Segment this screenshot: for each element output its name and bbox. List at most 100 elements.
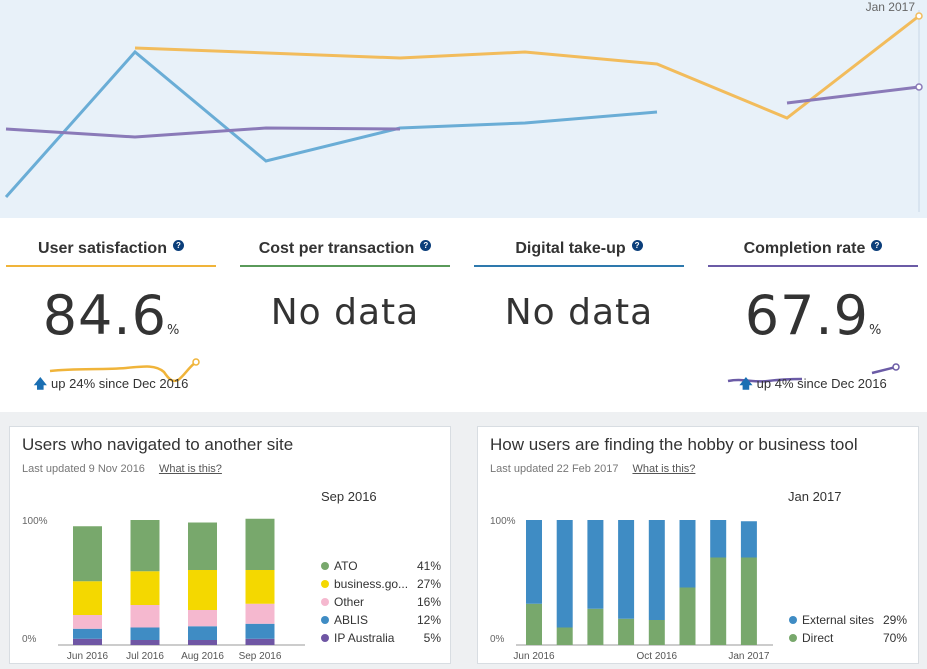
legend-percent: 27% <box>416 577 441 591</box>
bar-segment[interactable] <box>73 615 102 629</box>
stacked-bar-chart-destinations: 100% 0% Jun 2016 Jul 2016 Aug 2016 Sep 2016 <box>22 516 305 662</box>
legend-month: Jan 2017 <box>788 489 842 504</box>
bar-segment[interactable] <box>245 570 275 604</box>
x-tick-label: Jun 2016 <box>513 651 555 662</box>
y-axis-max-label: 100% <box>490 516 516 527</box>
help-icon[interactable]: ? <box>172 240 184 251</box>
y-axis-min-label: 0% <box>490 634 505 645</box>
legend-item[interactable]: ATO 41% <box>321 557 441 575</box>
trend-line-purple <box>786 85 920 105</box>
bar-segment[interactable] <box>245 518 275 570</box>
metric-title: Completion rate? <box>708 240 918 265</box>
x-tick-label: Aug 2016 <box>181 651 224 662</box>
legend-percent: 5% <box>423 631 441 645</box>
x-tick-label: Jun 2016 <box>67 651 109 662</box>
bar-segment[interactable] <box>618 618 635 645</box>
bar-segment[interactable] <box>130 520 160 572</box>
legend-item[interactable]: IP Australia 5% <box>321 629 441 647</box>
bar-segment[interactable] <box>710 520 727 558</box>
metric-cost-per-transaction[interactable]: Cost per transaction? No data <box>240 240 450 400</box>
metric-value: 84.6% <box>42 284 180 347</box>
x-tick-label: Sep 2016 <box>239 651 282 662</box>
bar-segment[interactable] <box>245 623 275 639</box>
panel-navigated-another-site: Users who navigated to another site Last… <box>9 426 451 664</box>
panel-how-users-finding: How users are finding the hobby or busin… <box>477 426 919 664</box>
x-tick-label: Jul 2016 <box>126 651 164 662</box>
bar-segment[interactable] <box>130 640 160 645</box>
legend-dot-icon <box>321 598 329 606</box>
legend-item[interactable]: External sites 29% <box>789 611 907 629</box>
help-icon[interactable]: ? <box>420 240 432 251</box>
y-axis-max-label: 100% <box>22 516 48 527</box>
bar-segment[interactable] <box>679 520 696 588</box>
legend-dot-icon <box>321 580 329 588</box>
bar-segment[interactable] <box>587 608 604 645</box>
legend-dot-icon <box>321 634 329 642</box>
bar-segment[interactable] <box>188 570 217 610</box>
bar-segment[interactable] <box>526 520 542 604</box>
bar-segment[interactable] <box>73 628 102 639</box>
bar-segment[interactable] <box>710 557 727 646</box>
bar-segment[interactable] <box>188 640 217 645</box>
help-icon[interactable]: ? <box>871 240 883 251</box>
legend-label: IP Australia <box>334 631 395 645</box>
legend-percent: 16% <box>416 595 441 609</box>
bar-segment[interactable] <box>740 557 757 646</box>
what-is-this-link[interactable]: What is this? <box>632 463 696 475</box>
last-updated: Last updated 9 Nov 2016 <box>22 463 145 475</box>
bar-segment[interactable] <box>556 520 573 628</box>
bar-segment[interactable] <box>740 521 757 558</box>
what-is-this-link[interactable]: What is this? <box>158 463 222 475</box>
bar-segment[interactable] <box>188 610 217 627</box>
metric-rule <box>240 265 450 267</box>
metric-delta: 🡅 up 4% since Dec 2016 <box>739 376 887 391</box>
bar-segment[interactable] <box>188 626 217 640</box>
last-updated: Last updated 22 Feb 2017 <box>490 463 619 475</box>
metric-completion-rate[interactable]: Completion rate? 67.9% 🡅 up 4% since Dec … <box>708 240 918 400</box>
x-tick-label: Jan 2017 <box>728 651 770 662</box>
legend-dot-icon <box>789 616 797 624</box>
bar-segment[interactable] <box>245 603 275 624</box>
bar-segment[interactable] <box>73 526 102 582</box>
bar-segment[interactable] <box>556 627 573 646</box>
legend-item[interactable]: business.go... 27% <box>321 575 441 593</box>
metric-rule <box>708 265 918 267</box>
legend-label: External sites <box>802 613 875 627</box>
metric-digital-take-up[interactable]: Digital take-up? No data <box>474 240 684 400</box>
bar-segment[interactable] <box>130 571 160 605</box>
metric-nodata: No data <box>270 292 420 333</box>
legend-item[interactable]: Direct 70% <box>789 629 907 647</box>
bar-segment[interactable] <box>648 520 665 620</box>
bar-segment[interactable] <box>73 581 102 615</box>
bar-segment[interactable] <box>130 605 160 628</box>
user-satisfaction-sparkline <box>49 358 200 383</box>
legend-item[interactable]: Other 16% <box>321 593 441 611</box>
legend-label: Direct <box>802 631 834 645</box>
legend: External sites 29% Direct 70% <box>789 611 907 647</box>
metric-user-satisfaction[interactable]: User satisfaction? 84.6% 🡅 up 24% since D… <box>6 240 216 400</box>
bar-segment[interactable] <box>587 520 604 609</box>
trend-point <box>915 12 923 20</box>
bar-segment[interactable] <box>618 520 635 619</box>
bar-segment[interactable] <box>679 587 696 646</box>
legend-item[interactable]: ABLIS 12% <box>321 611 441 629</box>
metric-title: Cost per transaction? <box>240 240 450 265</box>
bar-segment[interactable] <box>526 603 542 645</box>
trend-chart: Jan 2017 <box>0 0 927 218</box>
stacked-bar-chart-sources: 100% 0% Jun 2016 Oct 2016 Jan 2017 <box>490 516 773 662</box>
legend: ATO 41% business.go... 27% Other 16% ABLIS 12% I… <box>321 557 441 647</box>
panel-subtitle: Last updated 9 Nov 2016 What is this? <box>22 463 222 475</box>
completion-rate-sparkline <box>727 363 900 383</box>
metric-value: 67.9% <box>744 284 882 347</box>
panel-title: Users who navigated to another site <box>22 435 294 454</box>
bar-segment[interactable] <box>73 638 102 645</box>
help-icon[interactable]: ? <box>631 240 643 251</box>
metric-rule <box>474 265 684 267</box>
bar-segment[interactable] <box>245 638 275 645</box>
bar-segment[interactable] <box>648 620 665 645</box>
bar-segment[interactable] <box>188 522 217 571</box>
metric-nodata: No data <box>504 292 654 333</box>
trend-chart-svg <box>4 10 923 212</box>
legend-percent: 41% <box>416 559 441 573</box>
bar-segment[interactable] <box>130 627 160 641</box>
